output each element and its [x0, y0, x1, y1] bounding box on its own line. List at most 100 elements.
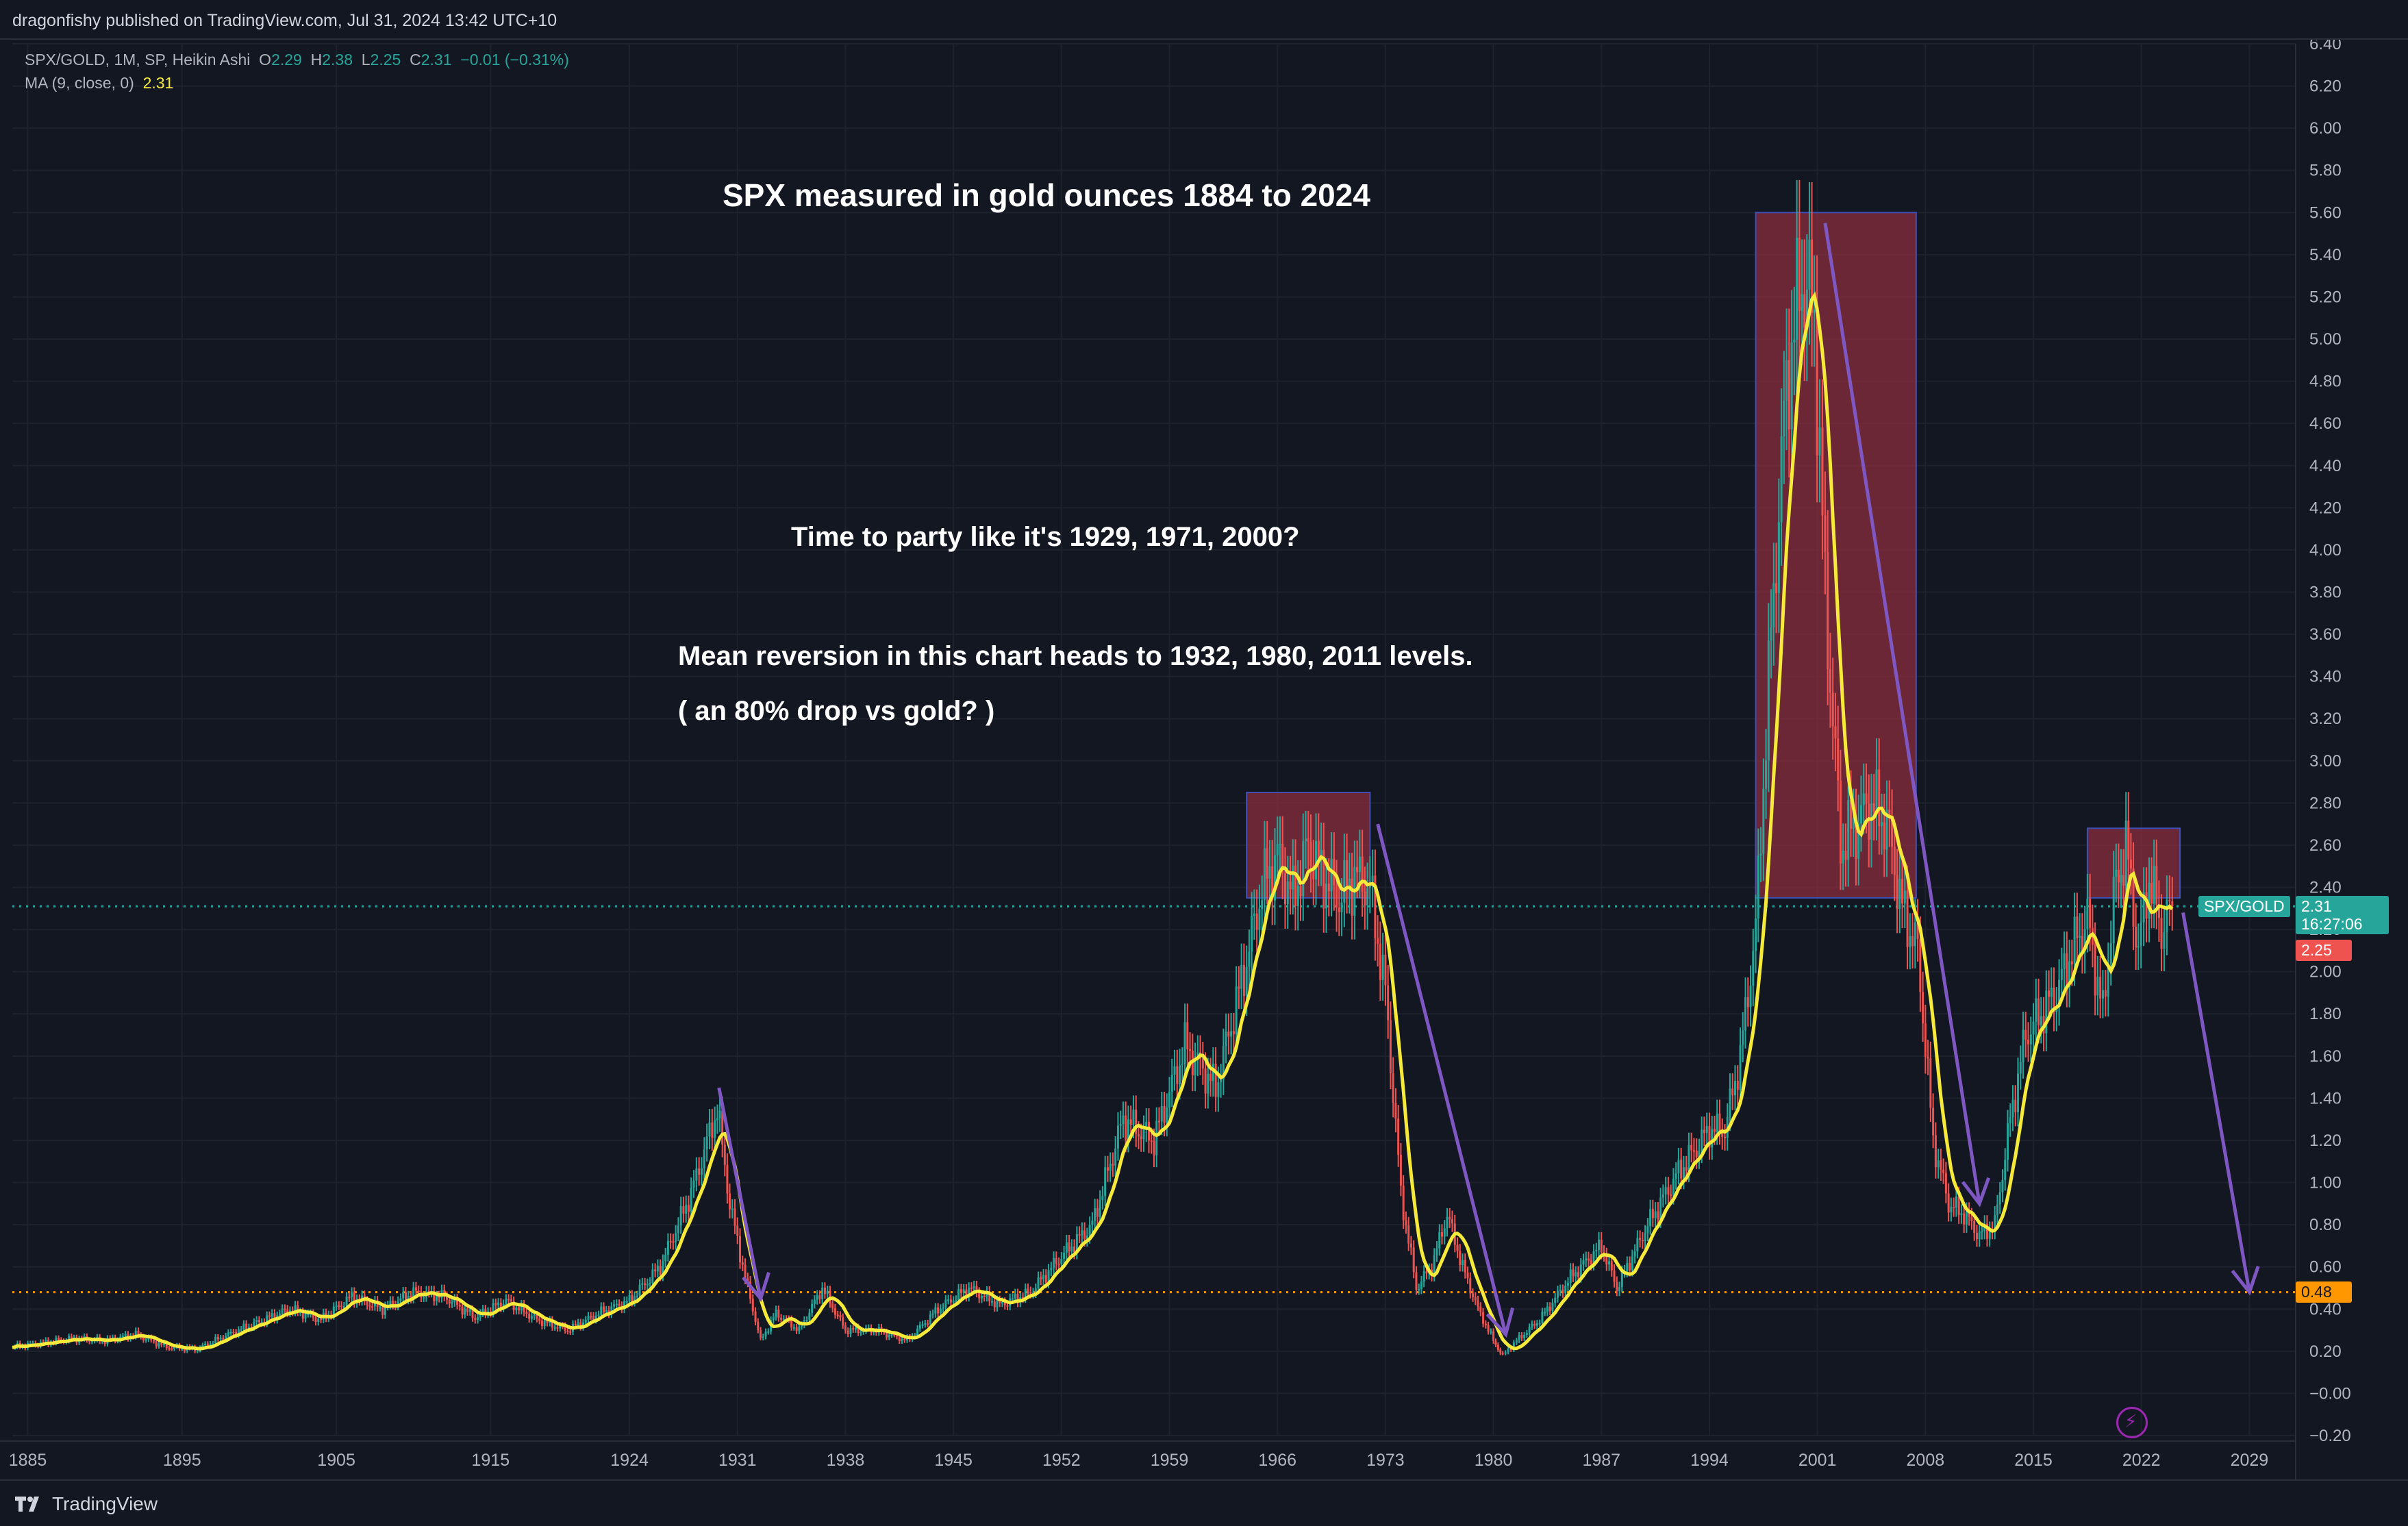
x-tick-label: 2001 [1798, 1451, 1837, 1470]
candle-body [225, 1336, 227, 1340]
candle-body [2058, 979, 2061, 1007]
candle-body [726, 1164, 729, 1194]
tradingview-brand[interactable]: TradingView [14, 1493, 158, 1515]
candle-body [1248, 951, 1251, 967]
candle-body [1675, 1173, 1677, 1179]
candle-body [833, 1308, 836, 1315]
annotation-party[interactable]: Time to party like it's 1929, 1971, 2000… [791, 522, 1300, 552]
candle-body [1420, 1281, 1422, 1289]
candle-body [1844, 851, 1847, 860]
candle-body [1381, 954, 1384, 980]
candle-body [1338, 907, 1340, 912]
candle-body [2048, 990, 2050, 997]
candle-body [479, 1313, 481, 1318]
candle-body [764, 1331, 767, 1337]
candle-body [597, 1314, 600, 1316]
candle-body [1664, 1187, 1667, 1194]
candle-body [1083, 1230, 1086, 1239]
candle-body [1981, 1231, 1983, 1233]
trend-arrow-head-1 [742, 1271, 770, 1302]
candle-body [1281, 844, 1284, 874]
candle-body [150, 1337, 153, 1340]
candle-body [1207, 1073, 1209, 1094]
last-price: 2.31 [2301, 897, 2332, 915]
candle-body [615, 1303, 618, 1305]
candle-body [1163, 1105, 1166, 1123]
candle-body [1759, 853, 1762, 855]
candle-body [1862, 793, 1865, 805]
candle-body [466, 1308, 469, 1312]
candle-body [1554, 1297, 1557, 1303]
candle-body [2160, 918, 2163, 949]
candle-body [1644, 1233, 1646, 1242]
candle-body [1556, 1290, 1559, 1298]
candle-body [1415, 1272, 1418, 1290]
low-value: 2.25 [370, 51, 401, 68]
candle-body [1950, 1207, 1953, 1213]
candle-body [929, 1314, 931, 1324]
candle-body [921, 1324, 924, 1326]
candle-body [610, 1306, 613, 1314]
candle-body [1688, 1144, 1690, 1171]
ma-legend-row[interactable]: MA (9, close, 0) 2.31 [25, 71, 569, 95]
level-price-tag: 0.48 [2296, 1281, 2352, 1303]
y-tick-label: 1.20 [2309, 1131, 2342, 1150]
candle-body [1466, 1272, 1469, 1279]
candle-body [1129, 1119, 1132, 1125]
candle-body [1639, 1238, 1642, 1240]
y-tick-label: 5.80 [2309, 162, 2342, 180]
annotation-drop[interactable]: ( an 80% drop vs gold? ) [678, 696, 995, 726]
candle-body [1934, 1135, 1937, 1168]
candle-body [584, 1319, 587, 1323]
candle-body [1070, 1247, 1073, 1252]
candle-body [1402, 1186, 1405, 1221]
candle-body [1448, 1216, 1451, 1220]
candle-body [775, 1310, 777, 1317]
candle-body [1374, 875, 1377, 938]
candle-body [1242, 964, 1245, 997]
candle-body [1474, 1297, 1477, 1301]
candle-body [1533, 1324, 1536, 1326]
lightning-icon[interactable] [2116, 1407, 2148, 1438]
candle-body [1446, 1216, 1448, 1229]
y-tick-label: 2.00 [2309, 963, 2342, 981]
symbol-legend-row[interactable]: SPX/GOLD, 1M, SP, Heikin Ashi O2.29 H2.3… [25, 48, 569, 71]
candle-body [574, 1323, 577, 1326]
chart-title-annotation[interactable]: SPX measured in gold ounces 1884 to 2024 [723, 177, 1370, 213]
candle-body [798, 1326, 801, 1331]
candle-body [158, 1343, 160, 1347]
candle-body [232, 1331, 235, 1334]
x-tick-label: 1966 [1258, 1451, 1296, 1470]
candle-body [739, 1236, 742, 1262]
candle-body [675, 1233, 677, 1242]
candle-body [1944, 1173, 1947, 1194]
annotation-mean-reversion[interactable]: Mean reversion in this chart heads to 19… [678, 641, 1473, 671]
candle-body [196, 1350, 199, 1352]
candle-body [760, 1330, 762, 1338]
candle-body [1330, 859, 1333, 892]
candle-body [1538, 1323, 1541, 1325]
candle-body [1273, 855, 1276, 901]
candle-body [2122, 875, 2125, 886]
candle-body [970, 1287, 973, 1289]
candle-body [477, 1317, 479, 1321]
candle-body [121, 1336, 124, 1338]
x-tick-label: 1885 [9, 1451, 47, 1470]
candle-body [1577, 1272, 1579, 1277]
candle-body [168, 1348, 171, 1350]
candle-body [351, 1292, 353, 1297]
candle-body [927, 1323, 929, 1325]
candle-body [1957, 1197, 1960, 1215]
candle-body [1127, 1119, 1129, 1140]
candle-body [559, 1325, 562, 1329]
candle-body [2079, 936, 2081, 938]
candle-body [2050, 988, 2053, 997]
y-tick-label: 6.20 [2309, 77, 2342, 96]
candle-body [842, 1317, 844, 1326]
candle-body [2107, 964, 2109, 997]
candle-body [2017, 1073, 2020, 1112]
chart-legend[interactable]: SPX/GOLD, 1M, SP, Heikin Ashi O2.29 H2.3… [25, 48, 569, 95]
candle-body [484, 1309, 487, 1314]
